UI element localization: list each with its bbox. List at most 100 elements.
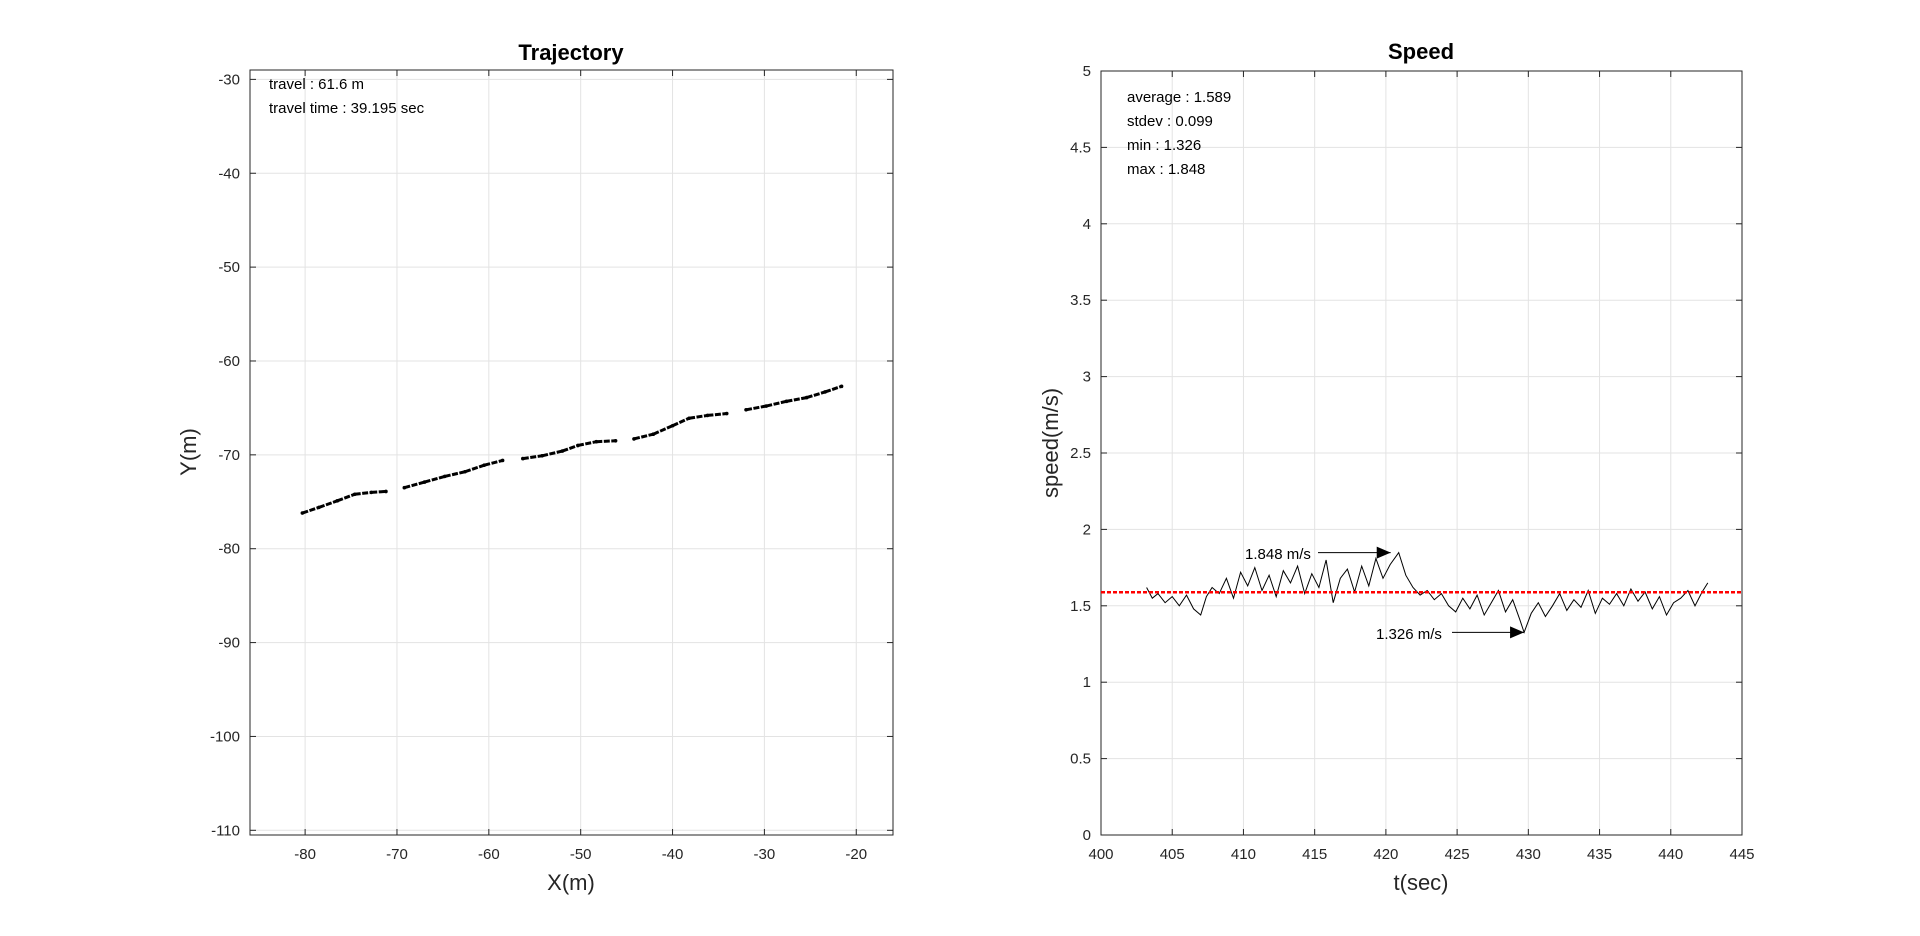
speed-stdev-label: stdev : 0.099 bbox=[1127, 113, 1213, 130]
speed-grid bbox=[1100, 70, 1743, 836]
trajectory-segment bbox=[464, 463, 485, 474]
y-tick-label: -70 bbox=[218, 447, 240, 464]
x-tick-label: 440 bbox=[1658, 846, 1683, 863]
trajectory-point bbox=[463, 469, 467, 474]
speed-series bbox=[1101, 546, 1742, 639]
speed-min-label: min : 1.326 bbox=[1127, 137, 1201, 154]
min-speed-arrowhead bbox=[1510, 626, 1525, 639]
trajectory-segment bbox=[577, 440, 597, 447]
trajectory-segment bbox=[336, 492, 356, 503]
trajectory-point bbox=[521, 456, 525, 461]
x-tick-label: 405 bbox=[1160, 846, 1185, 863]
x-tick-label: -30 bbox=[754, 846, 776, 863]
y-tick-label: 0.5 bbox=[1070, 751, 1091, 768]
min-speed-arrow-label: 1.326 m/s bbox=[1376, 626, 1442, 643]
trajectory-point bbox=[500, 458, 505, 463]
y-tick-label: 2 bbox=[1083, 521, 1091, 538]
trajectory-point bbox=[632, 437, 636, 441]
y-tick-label: -90 bbox=[218, 635, 240, 652]
y-tick-label: 3 bbox=[1083, 369, 1091, 386]
x-tick-label: 415 bbox=[1302, 846, 1327, 863]
trajectory-point bbox=[764, 404, 769, 408]
trajectory-point bbox=[705, 413, 710, 418]
trajectory-point bbox=[352, 492, 357, 497]
trajectory-points bbox=[300, 384, 844, 515]
trajectory-segment bbox=[633, 432, 654, 441]
x-tick-label: -20 bbox=[845, 846, 867, 863]
trajectory-segment bbox=[707, 412, 727, 417]
trajectory-segment bbox=[301, 505, 320, 515]
trajectory-point bbox=[724, 411, 729, 416]
trajectory-point bbox=[317, 505, 321, 510]
trajectory-point bbox=[784, 399, 789, 404]
trajectory-segment bbox=[541, 449, 563, 458]
y-tick-label: 5 bbox=[1083, 63, 1091, 80]
trajectory-point bbox=[369, 490, 374, 495]
x-tick-label: -50 bbox=[570, 846, 592, 863]
y-tick-label: -80 bbox=[218, 541, 240, 558]
y-tick-label: -50 bbox=[218, 259, 240, 276]
speed-panel: 400 405 410 415 420 425 430 435 440 44500.511.522… bbox=[1038, 39, 1755, 895]
speed-title: Speed bbox=[1388, 39, 1454, 64]
y-tick-label: 1.5 bbox=[1070, 598, 1091, 615]
y-tick-label: 4 bbox=[1083, 216, 1091, 233]
speed-average-label: average : 1.589 bbox=[1127, 89, 1231, 106]
y-tick-label: 2.5 bbox=[1070, 445, 1091, 462]
trajectory-y-axis-label: Y(m) bbox=[176, 428, 201, 476]
trajectory-travel-time-label: travel time : 39.195 sec bbox=[269, 100, 425, 117]
trajectory-point bbox=[300, 511, 305, 515]
y-tick-label: -30 bbox=[218, 71, 240, 88]
trajectory-segment bbox=[371, 489, 387, 494]
x-tick-label: -70 bbox=[386, 846, 408, 863]
trajectory-segment bbox=[786, 396, 807, 403]
trajectory-point bbox=[402, 485, 407, 490]
trajectory-segment bbox=[561, 444, 579, 453]
trajectory-segment bbox=[522, 454, 543, 461]
trajectory-x-axis-label: X(m) bbox=[547, 870, 595, 895]
x-tick-label: 400 bbox=[1088, 846, 1113, 863]
trajectory-segment bbox=[354, 490, 372, 496]
trajectory-point bbox=[687, 416, 691, 421]
x-tick-label: -40 bbox=[662, 846, 684, 863]
trajectory-point bbox=[594, 439, 599, 444]
x-tick-label: 445 bbox=[1729, 846, 1754, 863]
y-tick-label: -110 bbox=[211, 822, 240, 839]
trajectory-segment bbox=[318, 499, 338, 509]
trajectory-title: Trajectory bbox=[518, 40, 624, 65]
y-tick-label: 0 bbox=[1083, 827, 1091, 844]
y-tick-label: 3.5 bbox=[1070, 292, 1091, 309]
trajectory-point bbox=[651, 432, 656, 436]
y-tick-label: -100 bbox=[210, 728, 240, 745]
x-tick-label: 410 bbox=[1231, 846, 1256, 863]
max-speed-arrow-label: 1.848 m/s bbox=[1245, 546, 1311, 563]
trajectory-point bbox=[560, 449, 565, 453]
speed-x-axis-label: t(sec) bbox=[1394, 870, 1449, 895]
trajectory-ticks: -80 -70 -60 -50 -40 -30 -20 -30 -40 -50 -60 -70 -80 -… bbox=[210, 70, 893, 863]
y-tick-label: -40 bbox=[218, 165, 240, 182]
speed-max-label: max : 1.848 bbox=[1127, 161, 1205, 178]
trajectory-point bbox=[540, 453, 544, 458]
x-tick-label: 435 bbox=[1587, 846, 1612, 863]
trajectory-point bbox=[384, 489, 388, 494]
trajectory-point bbox=[804, 395, 809, 400]
trajectory-panel: -80 -70 -60 -50 -40 -30 -20 -30 -40 -50 -60 -70 -80 -… bbox=[176, 40, 894, 895]
trajectory-segment bbox=[444, 470, 466, 478]
trajectory-segment bbox=[403, 480, 425, 490]
trajectory-segment bbox=[688, 413, 708, 420]
x-tick-label: -60 bbox=[478, 846, 500, 863]
trajectory-segment bbox=[424, 474, 446, 484]
trajectory-point bbox=[335, 499, 340, 503]
x-tick-label: 425 bbox=[1445, 846, 1470, 863]
trajectory-travel-label: travel : 61.6 m bbox=[269, 76, 364, 93]
trajectory-segment bbox=[765, 399, 787, 408]
trajectory-axes-frame bbox=[249, 69, 894, 836]
trajectory-segment bbox=[824, 384, 843, 394]
y-tick-label: 4.5 bbox=[1070, 139, 1091, 156]
trajectory-segment bbox=[596, 439, 616, 444]
trajectory-point bbox=[576, 443, 580, 448]
trajectory-segment bbox=[745, 404, 767, 412]
trajectory-point bbox=[613, 438, 618, 443]
trajectory-point bbox=[839, 384, 844, 389]
trajectory-segment bbox=[671, 416, 690, 428]
